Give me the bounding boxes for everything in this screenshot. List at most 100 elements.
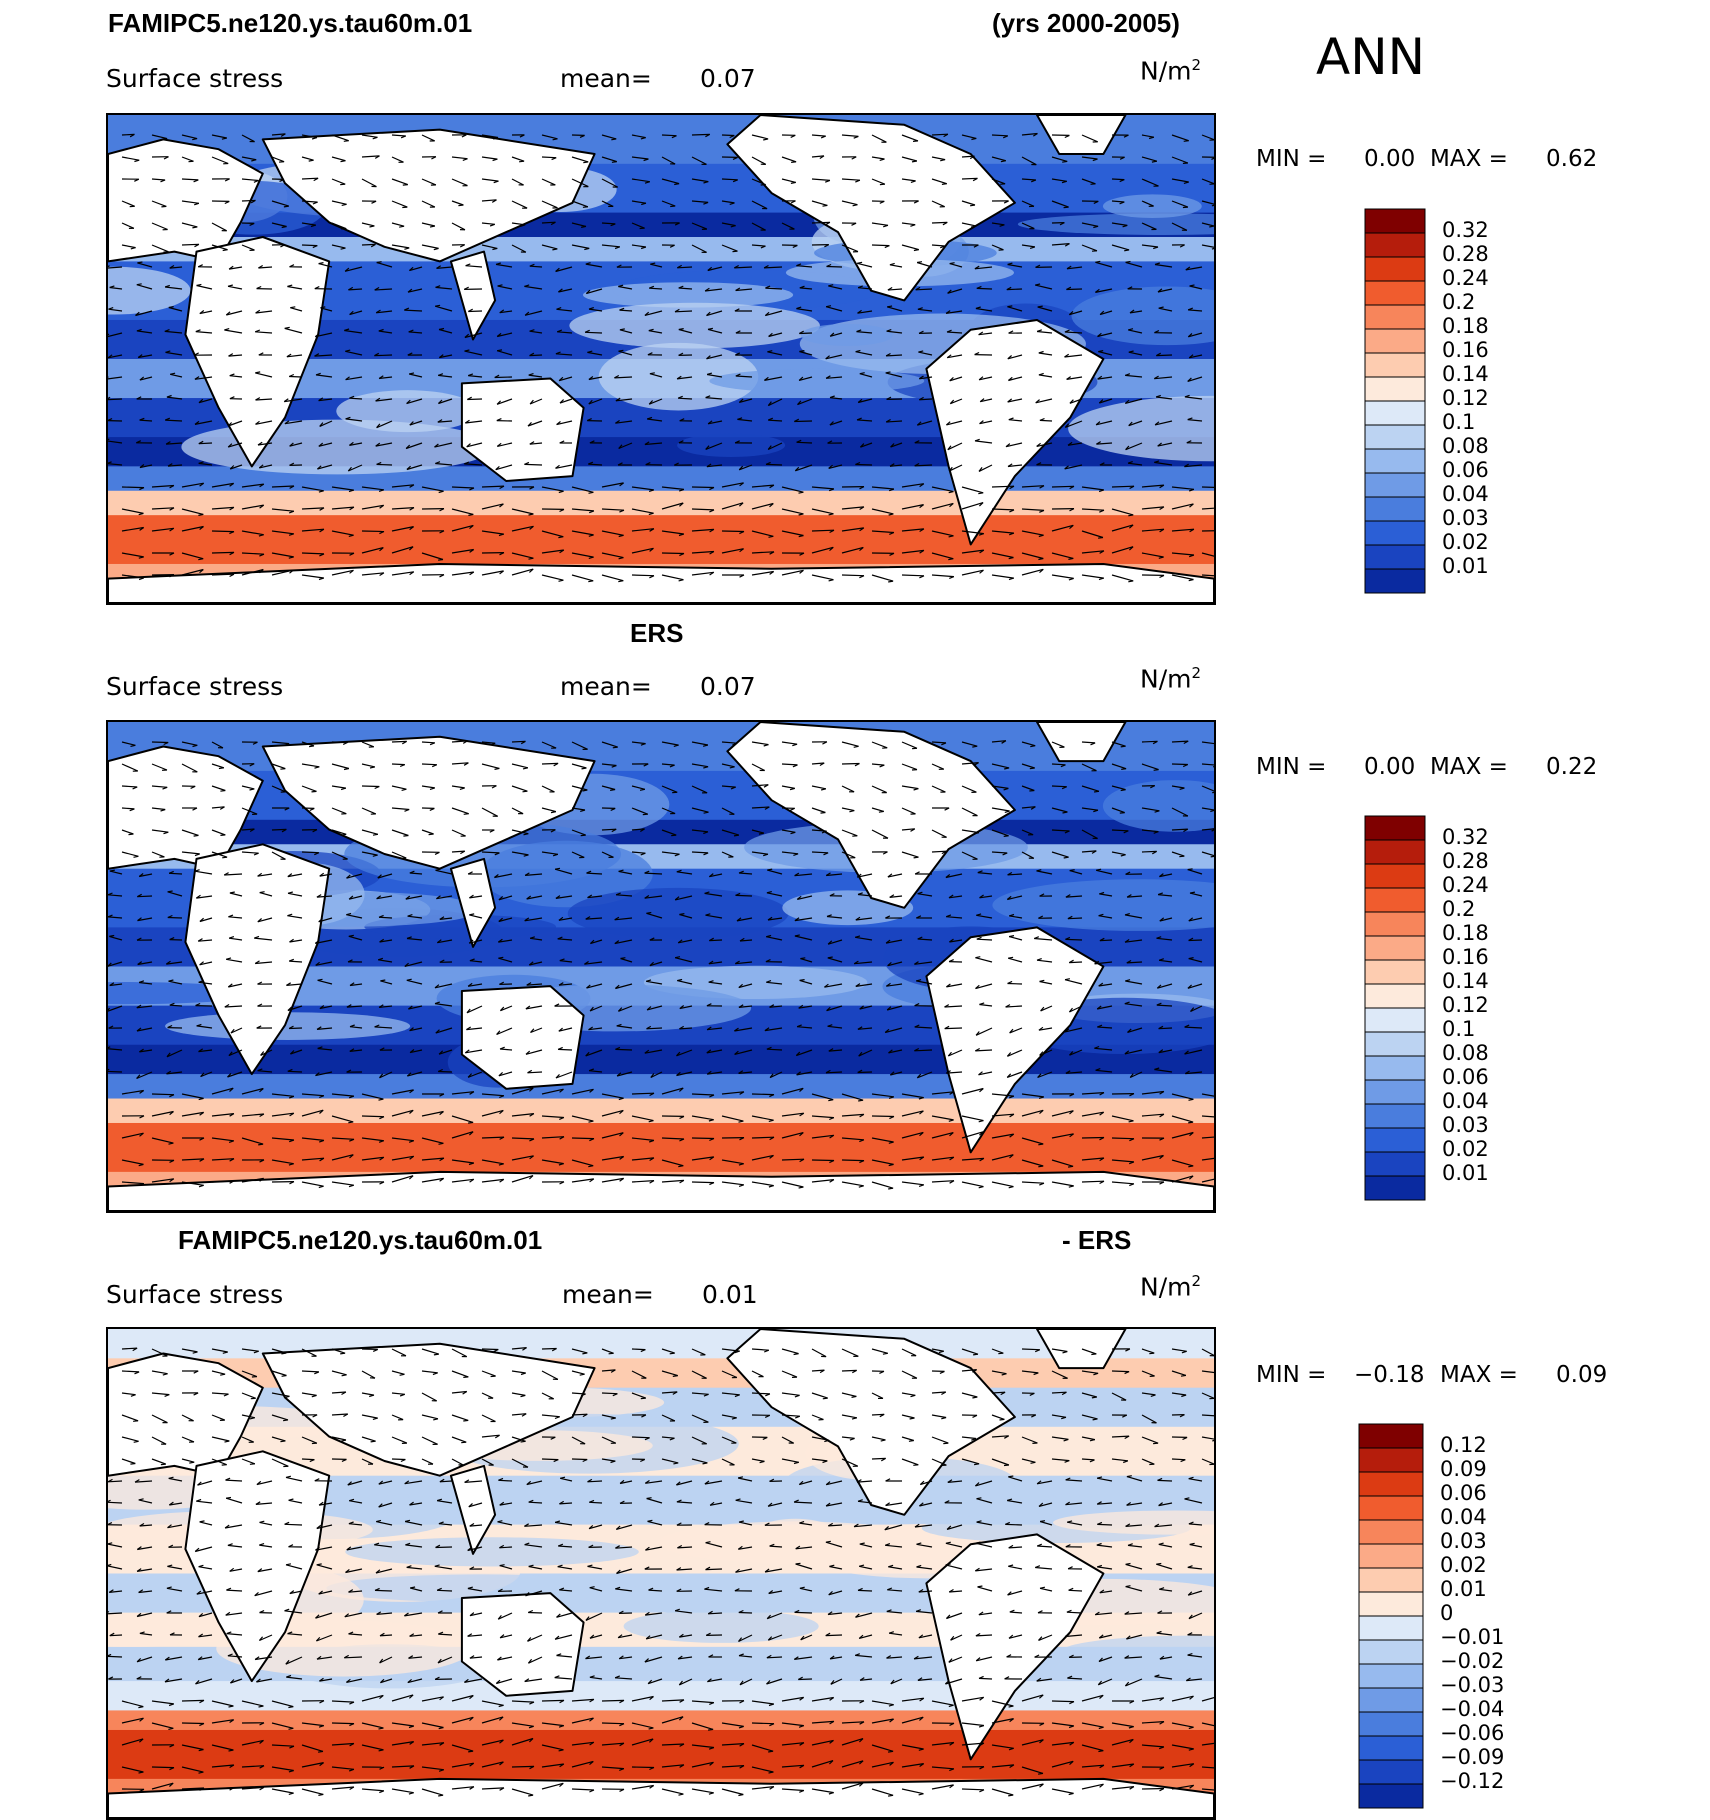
stress-arrow-head <box>917 262 922 263</box>
stress-arrow-head <box>250 1464 255 1465</box>
stress-arrow <box>182 1723 204 1724</box>
colorbar-tick-label: 0.12 <box>1442 386 1489 410</box>
panel3-mean-label: mean= <box>562 1280 654 1309</box>
stress-arrow-head <box>1091 184 1096 185</box>
stress-arrow-head <box>1064 207 1069 208</box>
stress-arrow-head <box>464 814 469 815</box>
colorbar-tick-label: 0.18 <box>1442 921 1489 945</box>
colorbar-tick-label: 0.14 <box>1442 969 1489 993</box>
stress-arrow <box>827 267 843 268</box>
stress-arrow <box>858 1072 872 1073</box>
stress-arrow <box>1065 939 1082 940</box>
stress-arrow-head <box>791 162 796 163</box>
stress-arrow-head <box>1000 1419 1005 1420</box>
stress-arrow <box>914 1050 932 1051</box>
colorbar-tick-label: 0.32 <box>1442 825 1489 849</box>
stress-arrow-head <box>468 1122 473 1123</box>
stress-arrow-head <box>796 1563 801 1564</box>
stress-arrow-head <box>942 184 947 185</box>
stress-arrow <box>332 1723 354 1724</box>
colorbar-swatch <box>1365 864 1425 888</box>
stress-arrow-head <box>429 834 434 835</box>
stress-arrow-head <box>1040 1521 1045 1522</box>
stress-arrow-head <box>344 141 349 142</box>
stress-arrow-head <box>583 162 588 163</box>
stress-arrow-head <box>943 1443 948 1444</box>
stress-arrow <box>437 1590 452 1591</box>
stress-arrow <box>542 1349 557 1350</box>
colorbar-tick-label: −0.04 <box>1440 1697 1504 1721</box>
stress-arrow-head <box>1068 1166 1073 1167</box>
colorbar-swatch <box>1365 960 1425 984</box>
panel2-units: N/m2 <box>1140 664 1201 693</box>
colorbar-swatch <box>1365 449 1425 473</box>
stress-arrow-head <box>621 958 626 959</box>
stress-arrow <box>392 741 407 742</box>
stress-arrow <box>782 1159 804 1160</box>
stress-arrow <box>1112 486 1134 487</box>
colorbar-swatch <box>1359 1784 1423 1808</box>
stress-arrow-head <box>161 206 166 207</box>
colorbar-swatch <box>1359 1736 1423 1760</box>
colorbar-tick-label: 0.08 <box>1442 434 1489 458</box>
field-band <box>108 491 1214 516</box>
stress-arrow <box>152 742 168 743</box>
colorbar-swatch <box>1365 305 1425 329</box>
stress-arrow <box>529 1502 542 1503</box>
stress-arrow-head <box>1154 770 1159 771</box>
stress-arrow <box>675 311 692 312</box>
colorbar-svg <box>1358 1423 1424 1809</box>
panel2-max-value: 0.22 <box>1546 754 1597 780</box>
colorbar-svg <box>1364 208 1426 594</box>
stress-arrow <box>1066 289 1082 290</box>
colorbar-swatch <box>1359 1664 1423 1688</box>
stress-arrow <box>344 1657 362 1658</box>
stress-arrow-head <box>377 262 382 263</box>
stress-arrow-head <box>913 1465 918 1466</box>
colorbar-tick-label: 0.28 <box>1442 849 1489 873</box>
colorbar-swatch <box>1365 912 1425 936</box>
stress-arrow <box>108 1656 122 1657</box>
stress-arrow <box>1112 179 1124 180</box>
colorbar-swatch <box>1365 888 1425 912</box>
stress-arrow-head <box>1121 746 1126 747</box>
colorbar-tick-label: −0.12 <box>1440 1769 1504 1793</box>
stress-arrow <box>530 266 542 267</box>
colorbar-swatch <box>1365 1152 1425 1176</box>
field-band <box>108 1074 1214 1099</box>
stress-arrow <box>212 574 234 575</box>
field-blob <box>345 1537 638 1566</box>
stress-arrow <box>662 135 677 136</box>
stress-arrow-head <box>309 746 314 747</box>
panel3-min-value: −0.18 <box>1354 1362 1424 1388</box>
stress-arrow <box>108 1502 122 1503</box>
stress-arrow <box>302 852 319 853</box>
stress-arrow <box>1202 487 1214 488</box>
colorbar-swatch <box>1365 209 1425 233</box>
stress-arrow <box>632 575 654 576</box>
stress-arrow-head <box>1038 1166 1043 1167</box>
colorbar-tick-label: 0.16 <box>1442 338 1489 362</box>
colorbar-tick-label: −0.03 <box>1440 1673 1504 1697</box>
colorbar-tick-label: 0.2 <box>1442 290 1475 314</box>
stress-arrow <box>362 531 384 532</box>
stress-arrow <box>1052 786 1067 787</box>
stress-arrow-head <box>497 350 502 351</box>
stress-arrow-head <box>647 1498 652 1499</box>
field-band <box>108 1710 1214 1731</box>
stress-arrow <box>528 1613 542 1614</box>
panel1-variable: Surface stress <box>106 64 283 93</box>
stress-arrow-head <box>821 813 826 814</box>
stress-arrow-head <box>888 1751 893 1752</box>
stress-arrow <box>170 1005 182 1006</box>
stress-arrow-head <box>521 1441 526 1442</box>
stress-arrow <box>468 311 482 312</box>
stress-arrow-head <box>161 1464 166 1465</box>
colorbar-tick-label: 0.06 <box>1442 1065 1489 1089</box>
stress-arrow <box>542 1700 564 1701</box>
stress-arrow <box>1202 531 1214 532</box>
stress-arrow <box>362 786 379 787</box>
stress-arrow <box>722 531 744 532</box>
stress-arrow <box>1067 1612 1082 1613</box>
colorbar-tick-label: 0.14 <box>1442 362 1489 386</box>
